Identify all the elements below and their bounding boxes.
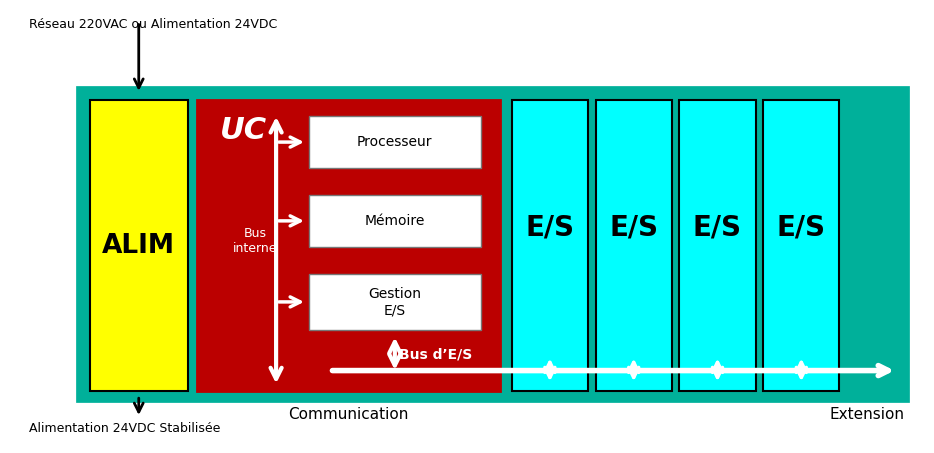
Text: E/S: E/S (526, 214, 574, 241)
Bar (763, 101, 840, 391)
Text: Mémoire: Mémoire (364, 214, 425, 228)
Bar (309, 195, 481, 247)
Text: Gestion
E/S: Gestion E/S (368, 287, 421, 317)
Text: E/S: E/S (609, 214, 658, 241)
Bar (596, 101, 672, 391)
Text: Communication: Communication (288, 407, 408, 422)
Text: Bus d’E/S: Bus d’E/S (400, 348, 473, 362)
Text: Alimentation 24VDC Stabilisée: Alimentation 24VDC Stabilisée (29, 422, 220, 435)
Bar (197, 101, 500, 391)
Text: Extension: Extension (829, 407, 905, 422)
Bar (679, 101, 756, 391)
Text: Bus
interne: Bus interne (234, 227, 277, 255)
Text: E/S: E/S (693, 214, 742, 241)
Text: Processeur: Processeur (357, 135, 432, 149)
Text: UC: UC (220, 116, 267, 145)
Bar (80, 92, 905, 398)
Bar (512, 101, 588, 391)
Text: Réseau 220VAC ou Alimentation 24VDC: Réseau 220VAC ou Alimentation 24VDC (29, 18, 277, 31)
Text: ALIM: ALIM (102, 233, 176, 259)
Bar (309, 116, 481, 168)
Bar (90, 101, 188, 391)
Bar (309, 274, 481, 330)
Text: E/S: E/S (777, 214, 826, 241)
